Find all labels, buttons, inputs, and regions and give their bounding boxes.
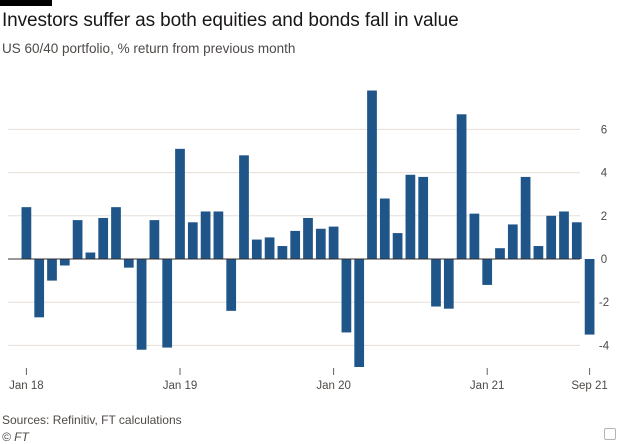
bar-2018-08 (111, 207, 121, 259)
x-tick-label: Sep 21 (571, 380, 607, 392)
bar-2018-04 (59, 259, 70, 266)
bar-2020-09 (431, 259, 441, 307)
y-tick-label: -2 (599, 297, 609, 309)
y-tick-label: -4 (599, 340, 610, 352)
bar-2019-10 (290, 230, 301, 259)
bar-2019-07 (251, 239, 262, 259)
bar-2018-11 (149, 220, 160, 259)
bar-chart: 6 4 2 0 -2 -4 Jan 18 Jan 19 Jan 20 Jan 21 Sep 21 (8, 90, 610, 392)
bar-2020-07 (405, 174, 416, 259)
grid-lines (8, 128, 580, 346)
bar-2020-05 (379, 198, 390, 259)
bar-2019-01 (175, 148, 185, 259)
bar-2018-07 (98, 217, 109, 259)
x-tick-label: Jan 18 (9, 380, 44, 392)
y-tick-label: 4 (601, 168, 608, 180)
bar-2021-01 (482, 259, 493, 285)
chart-title: Investors suffer as both equities and bo… (2, 10, 459, 31)
bar-2020-06 (392, 233, 403, 259)
bar-2019-03 (200, 211, 211, 259)
bar-2018-01 (21, 207, 32, 259)
source-note: Sources: Refinitiv, FT calculations (2, 413, 182, 427)
y-tick-label: 2 (601, 211, 607, 223)
bar-2019-06 (239, 155, 249, 259)
bar-2021-05 (533, 246, 544, 259)
y-tick-label: 0 (601, 254, 607, 266)
bar-2021-09 (584, 259, 595, 335)
bar-2020-10 (443, 259, 454, 309)
ft-header-rule (0, 0, 52, 6)
x-tick-label: Jan 19 (163, 380, 198, 392)
axes: 6 4 2 0 -2 -4 Jan 18 Jan 19 Jan 20 Jan 21 Sep 21 (8, 124, 610, 392)
bar-series (21, 90, 595, 367)
chart-subtitle: US 60/40 portfolio, % return from previo… (2, 41, 296, 56)
bar-2020-11 (456, 114, 467, 259)
bar-2019-11 (303, 217, 313, 259)
bar-2021-08 (571, 222, 582, 259)
bar-2018-10 (136, 259, 147, 350)
bar-2020-03 (354, 259, 365, 367)
bar-2021-03 (507, 224, 518, 259)
bar-2018-02 (34, 259, 45, 318)
bar-2020-02 (341, 259, 352, 333)
bar-2021-04 (520, 176, 531, 259)
bar-2019-04 (213, 211, 224, 259)
bar-2018-12 (162, 259, 173, 348)
bar-2019-12 (315, 228, 326, 259)
bar-2019-02 (187, 222, 198, 259)
bar-2018-09 (123, 259, 134, 268)
bar-2021-07 (559, 211, 569, 259)
bar-2021-06 (546, 215, 557, 259)
expand-icon (604, 428, 616, 440)
bar-2020-04 (367, 90, 377, 260)
x-tick-label: Jan 20 (316, 380, 351, 392)
bar-2019-08 (264, 237, 275, 259)
bar-2020-08 (418, 176, 429, 259)
bar-2021-02 (495, 248, 505, 259)
bar-2019-09 (277, 246, 288, 259)
y-tick-label: 6 (601, 124, 607, 136)
bar-2020-12 (469, 213, 480, 259)
bar-2018-06 (85, 252, 96, 259)
copyright-note: © FT (2, 430, 29, 444)
bar-2020-01 (328, 226, 339, 259)
bar-2019-05 (226, 259, 237, 311)
bar-2018-05 (72, 220, 83, 259)
bar-2018-03 (47, 259, 57, 281)
x-tick-label: Jan 21 (470, 380, 505, 392)
